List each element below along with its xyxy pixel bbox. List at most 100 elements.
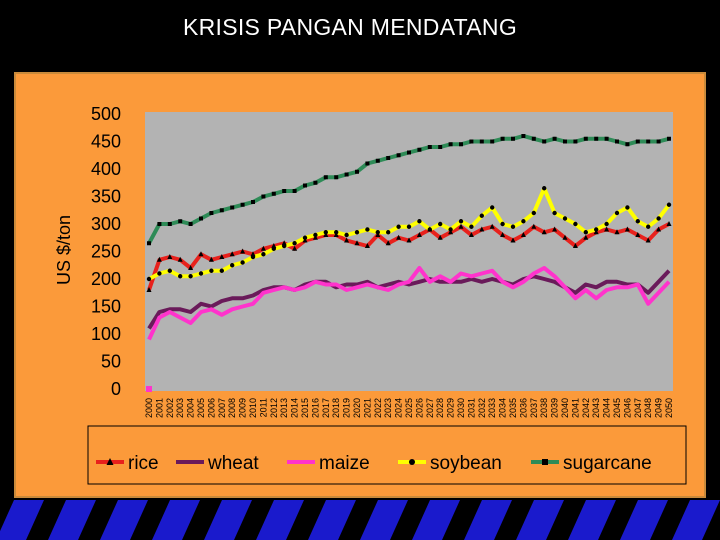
slide-title: KRISIS PANGAN MENDATANG: [182, 14, 518, 40]
data-point-sugarcane: [313, 180, 318, 185]
stripe: [204, 500, 252, 540]
data-point-rice: [229, 251, 235, 257]
x-tick-label: 2039: [550, 398, 560, 418]
series-markers: [146, 134, 672, 392]
data-point-rice: [302, 237, 308, 243]
data-point-rice: [198, 251, 204, 257]
data-point-sugarcane: [479, 139, 484, 144]
data-point-soybean: [594, 227, 599, 232]
data-point-sugarcane: [646, 139, 651, 144]
x-tick-label: 2030: [456, 398, 466, 418]
y-axis-label: US $/ton: [54, 215, 74, 285]
data-point-soybean: [531, 210, 536, 216]
data-point-soybean: [219, 268, 224, 273]
data-point-soybean: [427, 227, 432, 232]
x-tick-label: 2034: [498, 398, 508, 418]
x-tick-label: 2004: [186, 398, 196, 418]
data-point-sugarcane: [583, 136, 588, 141]
x-tick-label: 2006: [206, 398, 216, 418]
plot-area: [145, 112, 673, 391]
x-tick-label: 2007: [217, 398, 227, 418]
stripe: [0, 500, 44, 540]
data-point-rice: [250, 251, 256, 257]
data-point-soybean: [625, 205, 630, 210]
data-point-rice: [645, 237, 651, 243]
data-point-sugarcane: [365, 161, 370, 166]
x-tick-label: 2015: [300, 398, 310, 418]
data-point-soybean: [521, 219, 526, 224]
data-point-rice: [240, 248, 246, 254]
outlier-point: [146, 386, 152, 392]
x-tick-label: 2014: [290, 398, 300, 418]
data-point-soybean: [334, 230, 339, 235]
data-point-sugarcane: [230, 205, 235, 210]
x-tick-label: 2043: [591, 398, 601, 418]
y-tick-label: 350: [91, 187, 121, 207]
data-point-sugarcane: [656, 139, 661, 144]
x-tick-label: 2001: [154, 398, 164, 418]
data-point-rice: [458, 223, 464, 229]
data-point-sugarcane: [635, 139, 640, 144]
data-point-soybean: [656, 216, 661, 221]
data-point-rice: [333, 232, 339, 237]
legend-label-wheat: wheat: [207, 453, 259, 474]
stripe: [308, 500, 356, 540]
data-point-sugarcane: [157, 222, 162, 226]
x-tick-label: 2041: [570, 398, 580, 418]
x-tick-label: 2029: [446, 398, 456, 418]
data-point-rice: [364, 243, 370, 248]
data-point-rice: [437, 234, 443, 240]
x-tick-label: 2037: [529, 398, 539, 418]
data-point-sugarcane: [386, 156, 391, 160]
data-point-sugarcane: [438, 145, 443, 149]
data-point-rice: [520, 232, 526, 237]
data-point-rice: [385, 240, 391, 246]
data-point-sugarcane: [251, 200, 255, 204]
data-point-soybean: [510, 224, 516, 229]
data-point-rice: [583, 234, 589, 240]
x-tick-label: 2033: [487, 398, 497, 418]
y-tick-label: 300: [91, 214, 121, 234]
data-point-rice: [344, 237, 350, 243]
series-line-maize: [147, 266, 671, 341]
stripe: [100, 500, 148, 540]
data-point-soybean: [573, 221, 578, 227]
data-point-rice: [656, 226, 662, 232]
data-point-soybean: [562, 216, 568, 221]
data-point-sugarcane: [604, 136, 609, 141]
data-point-sugarcane: [407, 150, 411, 155]
data-point-soybean: [635, 219, 640, 224]
series-line-wheat: [147, 269, 671, 330]
data-point-sugarcane: [282, 189, 287, 193]
data-point-rice: [604, 226, 610, 232]
data-point-soybean: [646, 224, 651, 229]
data-point-rice: [167, 254, 173, 259]
data-point-sugarcane: [219, 208, 224, 213]
stripe: [256, 500, 304, 540]
data-point-sugarcane: [427, 145, 432, 149]
legend-label-rice: rice: [128, 453, 159, 474]
x-tick-label: 2049: [654, 398, 664, 418]
data-point-sugarcane: [188, 222, 193, 226]
y-tick-label: 500: [91, 104, 121, 124]
stripe: [152, 500, 200, 540]
data-point-soybean: [396, 224, 401, 229]
data-point-sugarcane: [167, 222, 172, 226]
stripe: [672, 500, 720, 540]
data-point-rice: [541, 229, 547, 235]
data-point-soybean: [167, 268, 172, 273]
stripe: [412, 500, 460, 540]
x-tick-label: 2021: [362, 398, 372, 418]
x-tick-label: 2009: [238, 398, 248, 418]
data-point-sugarcane: [667, 136, 671, 141]
x-tick-label: 2005: [196, 398, 206, 418]
data-point-rice: [156, 256, 162, 262]
data-point-sugarcane: [500, 136, 505, 141]
data-point-rice: [510, 237, 516, 243]
x-tick-label: 2012: [269, 398, 279, 418]
x-tick-label: 2048: [643, 398, 653, 418]
data-point-rice: [666, 221, 672, 226]
x-tick-label: 2000: [144, 398, 154, 418]
stripe: [516, 500, 564, 540]
y-tick-label: 200: [91, 269, 121, 289]
